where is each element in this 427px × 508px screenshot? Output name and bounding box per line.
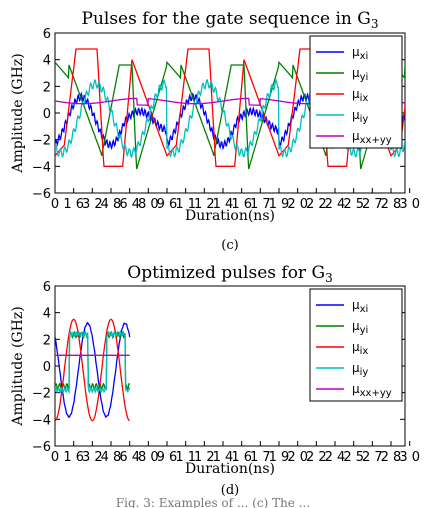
x-tick-label: 1 2 bbox=[194, 197, 215, 212]
x-tick-label: 1 9 bbox=[269, 197, 290, 212]
x-tick-label: 0 bbox=[51, 450, 59, 465]
legend: μxi μyi μix μiy μxx+yy bbox=[309, 35, 403, 149]
series-line-ix bbox=[55, 48, 405, 167]
x-tick-label: 1 6 bbox=[63, 197, 84, 212]
x-tick-label: 6 4 bbox=[119, 450, 140, 465]
chart-gate-sequence: Pulses for the gate sequence in G3 −6 −4 −… bbox=[10, 9, 420, 253]
legend-entry: μxx+yy bbox=[352, 382, 392, 399]
x-tick-label: 9 6 bbox=[157, 450, 178, 465]
x-tick-label: 1 4 bbox=[213, 197, 234, 212]
y-tick-label: 0 bbox=[43, 360, 51, 375]
panel-label: (d) bbox=[221, 483, 239, 498]
x-tick-label: 8 0 bbox=[138, 197, 159, 212]
x-tick-label: 1 6 bbox=[231, 197, 252, 212]
y-tick-label: 6 bbox=[43, 280, 51, 295]
x-tick-label: 9 6 bbox=[157, 197, 178, 212]
x-tick-label: 2 0 bbox=[287, 197, 308, 212]
legend-entry: μyi bbox=[352, 319, 368, 336]
x-tick-label: 1 9 bbox=[269, 450, 290, 465]
legend-entry: μxi bbox=[352, 298, 368, 315]
y-tick-label: 4 bbox=[43, 307, 51, 322]
x-tick-label: 3 2 bbox=[82, 197, 103, 212]
legend-entry: μiy bbox=[352, 108, 368, 125]
figure-caption: Fig. 3: Examples of ... (c) The ... bbox=[116, 496, 310, 508]
x-tick-label: 2 7 bbox=[362, 197, 383, 212]
y-tick-label: 4 bbox=[43, 54, 51, 69]
x-tick-label: 2 4 bbox=[325, 197, 346, 212]
x-tick-label: 2 8 bbox=[381, 450, 402, 465]
x-tick-label: 4 8 bbox=[101, 197, 122, 212]
y-tick-label: −2 bbox=[32, 134, 51, 149]
x-tick-label: 1 1 bbox=[175, 197, 196, 212]
x-tick-label: 2 5 bbox=[343, 197, 364, 212]
x-tick-label: 2 0 bbox=[287, 450, 308, 465]
series-line-iy bbox=[55, 330, 131, 395]
y-tick-label: 2 bbox=[43, 80, 51, 95]
series-line-xi bbox=[55, 321, 131, 419]
x-tick-label: 2 4 bbox=[325, 450, 346, 465]
y-tick-label: −4 bbox=[32, 160, 51, 175]
x-tick-label: 1 4 bbox=[213, 450, 234, 465]
x-axis-label: Duration(ns) bbox=[185, 208, 275, 224]
y-tick-label: −6 bbox=[32, 187, 51, 202]
x-tick-label: 3 0 bbox=[399, 197, 420, 212]
legend-entry: μxi bbox=[352, 45, 368, 62]
x-tick-label: 1 7 bbox=[250, 197, 271, 212]
x-tick-label: 3 0 bbox=[399, 450, 420, 465]
legend-box bbox=[309, 288, 403, 402]
chart-title: Pulses for the gate sequence in G3 bbox=[82, 9, 379, 31]
x-tick-label: 1 6 bbox=[231, 450, 252, 465]
chart-title: Optimized pulses for G3 bbox=[127, 263, 332, 285]
legend-entry: μxx+yy bbox=[352, 129, 392, 146]
panel-label: (c) bbox=[221, 238, 238, 253]
x-tick-label: 2 2 bbox=[306, 197, 327, 212]
y-tick-label: 6 bbox=[43, 27, 51, 42]
x-tick-label: 2 7 bbox=[362, 450, 383, 465]
x-tick-label: 1 7 bbox=[250, 450, 271, 465]
y-axis-label: Amplitude (GHz) bbox=[10, 306, 26, 426]
legend-box bbox=[309, 35, 403, 149]
x-tick-label: 1 1 bbox=[175, 450, 196, 465]
y-tick-label: −4 bbox=[32, 413, 51, 428]
y-tick-label: 2 bbox=[43, 333, 51, 348]
y-tick-label: 0 bbox=[43, 107, 51, 122]
legend-entry: μiy bbox=[352, 361, 368, 378]
legend: μxi μyi μix μiy μxx+yy bbox=[309, 288, 403, 402]
x-axis-label: Duration(ns) bbox=[185, 461, 275, 477]
x-tick-label: 2 2 bbox=[306, 450, 327, 465]
x-tick-label: 1 2 bbox=[194, 450, 215, 465]
x-tick-label: 2 8 bbox=[381, 197, 402, 212]
x-tick-label: 8 0 bbox=[138, 450, 159, 465]
legend-entry: μix bbox=[352, 340, 368, 357]
x-tick-label: 3 2 bbox=[82, 450, 103, 465]
x-tick-label: 4 8 bbox=[101, 450, 122, 465]
legend-entry: μix bbox=[352, 87, 368, 104]
series-line-yi bbox=[55, 330, 131, 391]
x-tick-label: 0 bbox=[51, 197, 59, 212]
x-tick-label: 2 5 bbox=[343, 450, 364, 465]
legend-entry: μyi bbox=[352, 66, 368, 83]
y-axis-label: Amplitude (GHz) bbox=[10, 53, 26, 173]
y-tick-label: −6 bbox=[32, 440, 51, 455]
x-tick-label: 1 6 bbox=[63, 450, 84, 465]
y-tick-label: −2 bbox=[32, 387, 51, 402]
x-tick-label: 6 4 bbox=[119, 197, 140, 212]
series-line-ix bbox=[55, 318, 130, 422]
